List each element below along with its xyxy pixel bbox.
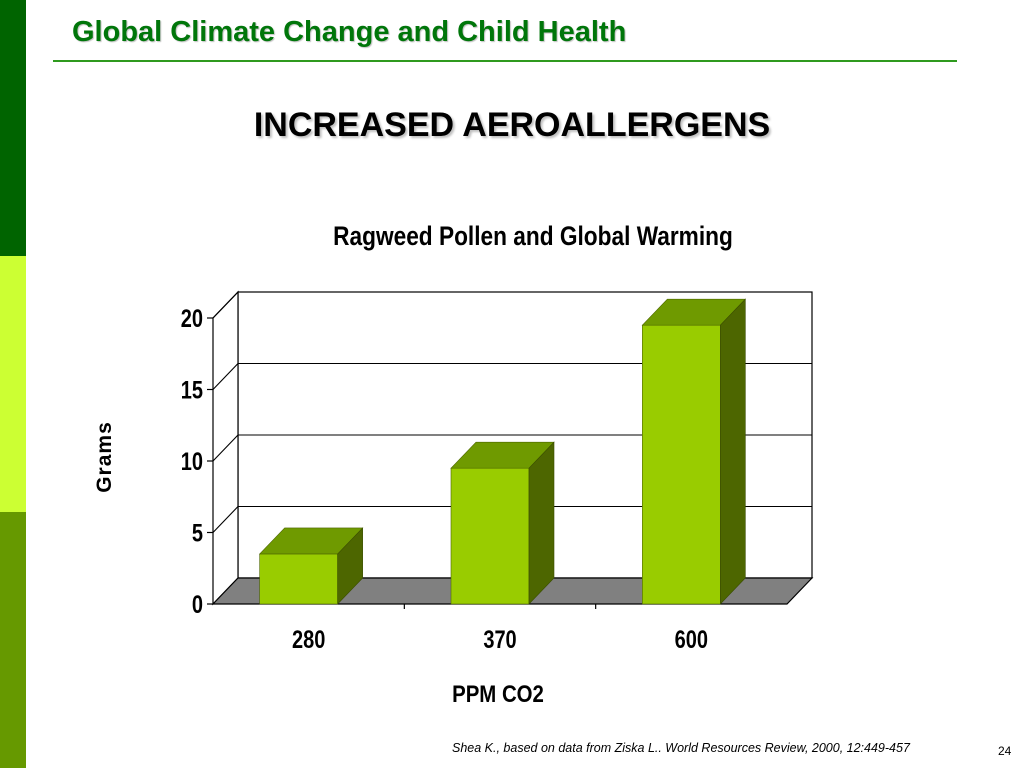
bar-370 — [450, 467, 530, 605]
page-number: 24 — [998, 744, 1012, 758]
y-tick-label: 15 — [181, 376, 203, 404]
gridline-side — [212, 363, 239, 390]
slide-header-title: Global Climate Change and Child Health — [72, 16, 627, 48]
sidebar-band-top — [0, 0, 26, 256]
bar-side-370 — [528, 441, 555, 605]
gridline-side — [212, 434, 239, 462]
y-tick-label: 5 — [192, 519, 203, 547]
header-divider — [53, 60, 957, 62]
source-footnote: Shea K., based on data from Ziska L.. Wo… — [452, 741, 910, 755]
bar-side-280 — [337, 527, 363, 605]
y-tick-label: 0 — [192, 591, 203, 619]
y-tick-label: 10 — [181, 448, 203, 476]
y-tick-label: 20 — [181, 305, 203, 333]
x-tick-label: 370 — [483, 626, 516, 654]
sidebar-band-middle — [0, 256, 26, 512]
gridline-side — [212, 291, 239, 319]
sidebar-band-bottom — [0, 512, 26, 768]
bar-side-600 — [720, 298, 746, 605]
chart-title: Ragweed Pollen and Global Warming — [333, 221, 733, 251]
y-axis-title: Grams — [93, 421, 116, 493]
x-axis-title: PPM CO2 — [452, 680, 544, 707]
x-tick-label: 280 — [292, 626, 325, 654]
bar-280 — [259, 553, 338, 605]
bar-600 — [642, 324, 721, 605]
gridline-side — [212, 506, 239, 533]
x-tick-label: 600 — [675, 626, 708, 654]
slide-heading: INCREASED AEROALLERGENS — [253, 106, 771, 144]
